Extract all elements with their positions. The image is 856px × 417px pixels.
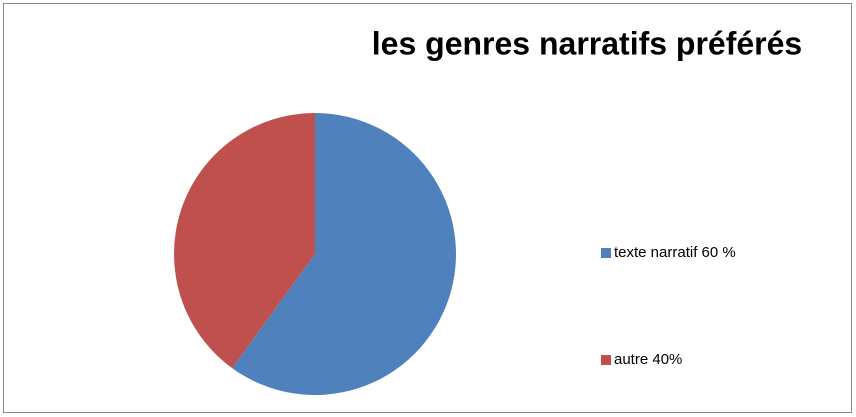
legend-swatch	[601, 355, 611, 365]
legend-swatch	[601, 248, 611, 258]
legend-label: autre 40%	[614, 351, 682, 368]
pie-slice	[173, 113, 315, 369]
chart-title: les genres narratifs préférés	[372, 25, 802, 61]
legend-label: texte narratif 60 %	[614, 244, 736, 261]
pie-slice	[232, 113, 456, 395]
